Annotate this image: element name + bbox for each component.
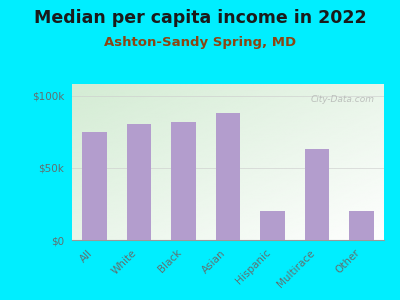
Bar bbox=[126, 124, 151, 240]
Bar bbox=[82, 132, 106, 240]
Bar bbox=[305, 149, 330, 240]
Text: Ashton-Sandy Spring, MD: Ashton-Sandy Spring, MD bbox=[104, 36, 296, 49]
Bar bbox=[260, 211, 285, 240]
Bar bbox=[171, 122, 196, 240]
Text: City-Data.com: City-Data.com bbox=[311, 95, 375, 104]
Bar bbox=[350, 211, 374, 240]
Text: Median per capita income in 2022: Median per capita income in 2022 bbox=[34, 9, 366, 27]
Bar bbox=[216, 113, 240, 240]
